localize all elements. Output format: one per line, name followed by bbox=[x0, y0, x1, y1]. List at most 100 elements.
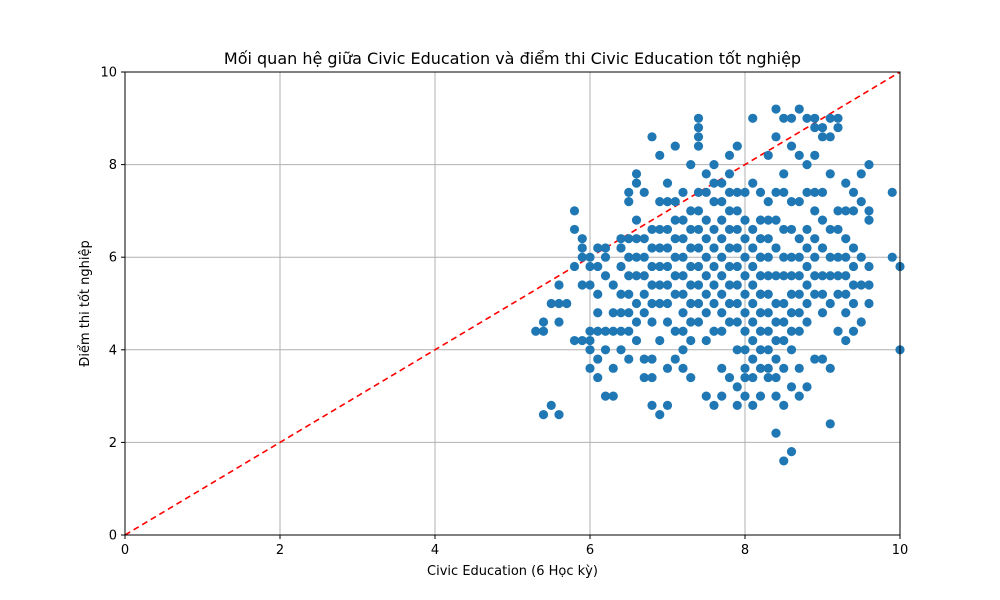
scatter-point bbox=[732, 224, 742, 235]
scatter-point bbox=[864, 298, 874, 309]
scatter-point bbox=[631, 252, 642, 262]
scatter-point bbox=[864, 215, 874, 225]
scatter-point bbox=[864, 206, 874, 216]
scatter-point bbox=[732, 298, 742, 309]
plot-area-frame bbox=[124, 71, 901, 536]
scatter-point bbox=[841, 178, 851, 188]
scatter-point bbox=[740, 252, 750, 262]
scatter-point bbox=[748, 113, 758, 123]
scatter-point bbox=[740, 187, 750, 197]
scatter-point bbox=[639, 289, 649, 299]
scatter-point bbox=[887, 187, 897, 197]
scatter-point bbox=[794, 271, 804, 281]
scatter-point bbox=[546, 298, 556, 309]
scatter-point bbox=[825, 113, 835, 123]
y-tick-label: 0 bbox=[109, 529, 117, 544]
scatter-point bbox=[810, 206, 820, 216]
scatter-point bbox=[748, 261, 758, 272]
scatter-point bbox=[670, 197, 680, 207]
scatter-point bbox=[678, 308, 688, 318]
scatter-point bbox=[678, 326, 688, 336]
scatter-point bbox=[740, 345, 750, 355]
scatter-point bbox=[686, 224, 696, 235]
scatter-point bbox=[740, 308, 750, 318]
scatter-point bbox=[763, 234, 773, 244]
scatter-point bbox=[771, 335, 781, 346]
scatter-point bbox=[577, 280, 587, 290]
scatter-point bbox=[786, 252, 797, 262]
scatter-point bbox=[817, 243, 828, 253]
scatter-point bbox=[717, 308, 727, 318]
scatter-point bbox=[748, 354, 758, 364]
scatter-point bbox=[817, 354, 828, 364]
scatter-point bbox=[724, 187, 735, 197]
scatter-point bbox=[631, 178, 642, 188]
scatter-point bbox=[593, 261, 603, 272]
scatter-point bbox=[786, 382, 797, 392]
scatter-point bbox=[662, 197, 673, 207]
scatter-point bbox=[554, 298, 564, 309]
scatter-point bbox=[786, 289, 797, 299]
scatter-point bbox=[577, 234, 587, 244]
scatter-point bbox=[856, 197, 866, 207]
scatter-point bbox=[670, 354, 680, 364]
scatter-point bbox=[802, 317, 812, 327]
scatter-point bbox=[616, 326, 626, 336]
scatter-point bbox=[802, 261, 812, 272]
scatter-point bbox=[724, 150, 735, 160]
scatter-point bbox=[709, 178, 719, 188]
scatter-point bbox=[662, 243, 673, 253]
scatter-point bbox=[732, 317, 742, 327]
scatter-point bbox=[655, 280, 665, 290]
scatter-point bbox=[678, 345, 688, 355]
scatter-point bbox=[701, 308, 711, 318]
scatter-point bbox=[686, 261, 696, 272]
scatter-point bbox=[748, 280, 758, 290]
scatter-point bbox=[763, 150, 773, 160]
scatter-point bbox=[670, 326, 680, 336]
scatter-point bbox=[662, 400, 673, 410]
x-tick-label: 2 bbox=[276, 543, 284, 558]
scatter-point bbox=[748, 178, 758, 188]
scatter-point bbox=[779, 169, 789, 179]
scatter-point bbox=[709, 280, 719, 290]
scatter-point bbox=[670, 141, 680, 151]
scatter-point bbox=[794, 308, 804, 318]
scatter-point bbox=[655, 410, 665, 420]
scatter-point bbox=[647, 224, 657, 235]
scatter-point bbox=[779, 224, 789, 235]
scatter-point bbox=[569, 335, 580, 346]
scatter-point bbox=[647, 243, 657, 253]
scatter-point bbox=[794, 363, 804, 373]
scatter-point bbox=[647, 372, 657, 383]
scatter-point bbox=[810, 187, 820, 197]
scatter-point bbox=[833, 113, 843, 123]
scatter-point bbox=[593, 289, 603, 299]
scatter-point bbox=[771, 104, 781, 114]
scatter-point bbox=[786, 113, 797, 123]
scatter-point bbox=[593, 308, 603, 318]
scatter-point bbox=[701, 215, 711, 225]
scatter-point bbox=[740, 372, 750, 383]
scatter-point bbox=[647, 280, 657, 290]
scatter-point bbox=[585, 345, 595, 355]
scatter-point bbox=[755, 391, 766, 401]
scatter-point bbox=[802, 243, 812, 253]
scatter-point bbox=[554, 280, 564, 290]
scatter-point bbox=[763, 215, 773, 225]
scatter-point bbox=[810, 122, 820, 133]
scatter-point bbox=[848, 326, 859, 336]
scatter-point bbox=[631, 298, 642, 309]
scatter-point bbox=[802, 187, 812, 197]
scatter-point bbox=[608, 280, 618, 290]
scatter-point bbox=[600, 252, 611, 262]
scatter-point bbox=[562, 298, 572, 309]
scatter-point bbox=[732, 400, 742, 410]
scatter-point bbox=[856, 169, 866, 179]
scatter-point bbox=[771, 243, 781, 253]
scatter-point bbox=[817, 308, 828, 318]
scatter-point bbox=[709, 261, 719, 272]
scatter-point bbox=[779, 456, 789, 466]
scatter-point bbox=[740, 391, 750, 401]
